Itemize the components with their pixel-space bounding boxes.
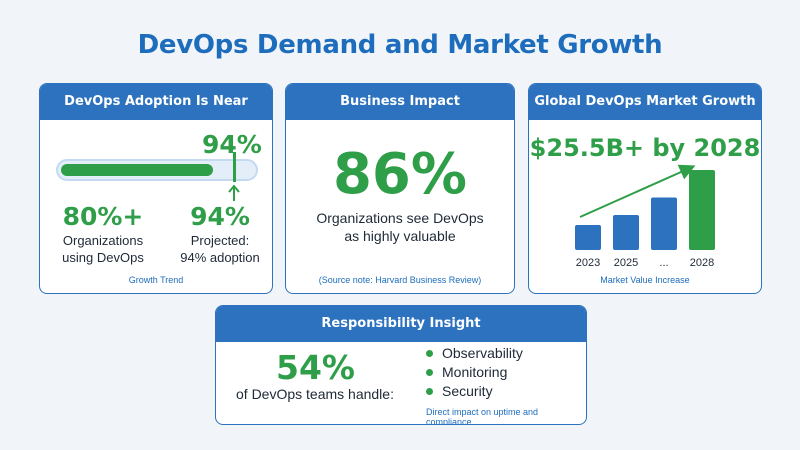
bullet-icon bbox=[426, 369, 433, 376]
adoption-current-label-line2: using DevOps bbox=[62, 250, 144, 265]
adoption-current-label: Organizations using DevOps bbox=[45, 232, 161, 266]
trend-arrow-icon bbox=[579, 164, 696, 218]
up-arrow-icon bbox=[228, 184, 240, 201]
impact-caption: (Source note: Harvard Business Review) bbox=[318, 275, 482, 285]
list-item: Security bbox=[426, 382, 523, 401]
impact-value: 86% bbox=[332, 142, 468, 207]
market-headline: $25.5B+ by 2028 bbox=[529, 134, 761, 162]
impact-card: Business Impact 86% Organizations see De… bbox=[285, 83, 515, 294]
chart-bar bbox=[689, 170, 715, 250]
bullet-icon bbox=[426, 350, 433, 357]
responsibility-card-header: Responsibility Insight bbox=[216, 306, 586, 342]
list-item-label: Security bbox=[442, 383, 493, 399]
bullet-icon bbox=[426, 388, 433, 395]
chart-bar bbox=[575, 225, 601, 250]
adoption-progress-bar bbox=[56, 159, 258, 181]
adoption-projected-label: Projected: 94% adoption bbox=[165, 232, 272, 266]
projected-marker-line bbox=[233, 152, 236, 182]
adoption-current-label-line1: Organizations bbox=[62, 233, 144, 248]
impact-description: Organizations see DevOps as highly valua… bbox=[286, 209, 514, 245]
adoption-projected-label-line2: 94% adoption bbox=[180, 250, 260, 265]
impact-description-line2: as highly valuable bbox=[344, 228, 456, 244]
chart-tick-label: ... bbox=[659, 257, 668, 269]
responsibility-caption: Direct impact on uptime and compliance bbox=[426, 407, 539, 425]
adoption-card: DevOps Adoption Is Near Universal 94% 80… bbox=[39, 83, 273, 294]
market-caption: Market Value Increase bbox=[600, 275, 690, 285]
responsibility-value: 54% bbox=[276, 348, 355, 387]
responsibility-list: Observability Monitoring Security bbox=[426, 344, 523, 401]
list-item: Observability bbox=[426, 344, 523, 363]
adoption-projected-value: 94% bbox=[190, 202, 250, 231]
adoption-progress-fill bbox=[61, 164, 213, 176]
impact-card-header: Business Impact bbox=[286, 84, 514, 120]
market-card: Global DevOps Market Growth $25.5B+ by 2… bbox=[528, 83, 762, 294]
chart-bar bbox=[651, 197, 677, 250]
adoption-projected-label-line1: Projected: bbox=[190, 233, 250, 248]
list-item-label: Observability bbox=[442, 345, 523, 361]
list-item: Monitoring bbox=[426, 363, 523, 382]
list-item-label: Monitoring bbox=[442, 364, 508, 380]
chart-tick-label: 2025 bbox=[614, 257, 638, 269]
market-card-header: Global DevOps Market Growth bbox=[529, 84, 761, 120]
responsibility-card: Responsibility Insight 54% of DevOps tea… bbox=[215, 305, 587, 425]
chart-tick-label: 2028 bbox=[690, 257, 714, 269]
page-title: DevOps Demand and Market Growth bbox=[137, 30, 663, 60]
adoption-current-value: 80%+ bbox=[62, 202, 144, 231]
chart-tick-label: 2023 bbox=[576, 257, 600, 269]
projected-marker-label: 94% bbox=[202, 130, 262, 159]
market-bar-chart: 2023 2025... 2028 bbox=[575, 164, 715, 269]
chart-bar bbox=[613, 215, 639, 250]
impact-description-line1: Organizations see DevOps bbox=[316, 210, 484, 226]
responsibility-label: of DevOps teams handle: bbox=[236, 386, 394, 402]
adoption-caption: Growth Trend bbox=[128, 275, 184, 285]
adoption-card-header: DevOps Adoption Is Near Universal bbox=[40, 84, 272, 145]
